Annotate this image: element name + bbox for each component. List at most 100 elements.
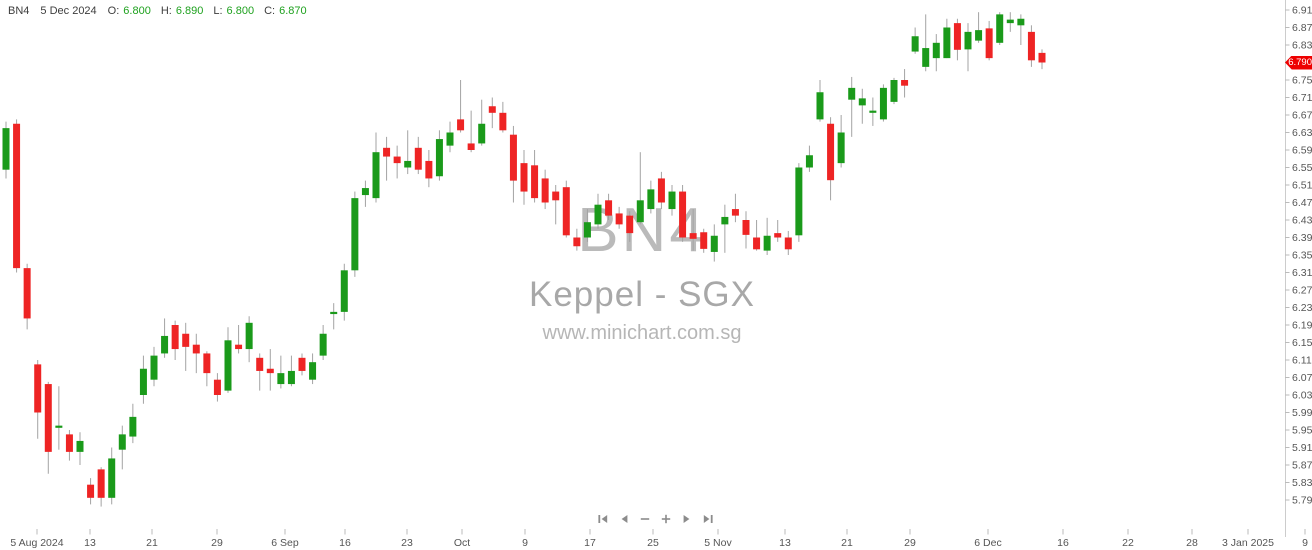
candle[interactable] [795,163,803,242]
candle[interactable] [657,171,665,210]
candle[interactable] [55,386,63,450]
candle[interactable] [520,150,528,205]
candle[interactable] [689,209,697,251]
candle[interactable] [224,327,232,393]
candle[interactable] [975,12,983,43]
candle[interactable] [414,136,422,175]
candle[interactable] [816,80,824,122]
candle[interactable] [425,150,433,188]
candle[interactable] [266,349,274,391]
candle[interactable] [478,99,486,146]
candle[interactable] [372,132,380,203]
candle[interactable] [615,206,623,229]
candle[interactable] [996,12,1004,45]
candle[interactable] [351,191,359,277]
candle[interactable] [774,220,782,242]
candle[interactable] [330,303,338,330]
candle[interactable] [721,204,729,253]
candle[interactable] [943,18,951,59]
candle[interactable] [97,467,105,507]
nav-step-back-button[interactable] [617,511,631,526]
candle[interactable] [361,180,369,207]
nav-skip-start-button[interactable] [596,511,610,526]
candle[interactable] [901,69,909,98]
candle[interactable] [636,152,644,225]
candle[interactable] [922,14,930,72]
candle[interactable] [583,209,591,242]
candle[interactable] [383,136,391,181]
candle[interactable] [309,353,317,385]
candle[interactable] [858,88,866,124]
candle[interactable] [44,381,52,474]
candle[interactable] [488,97,496,129]
candle[interactable] [298,353,306,376]
candle[interactable] [467,110,475,153]
candle[interactable] [446,121,454,153]
candle[interactable] [911,27,919,54]
candle[interactable] [932,34,940,72]
nav-skip-end-button[interactable] [701,511,715,526]
candle[interactable] [213,373,221,402]
candle[interactable] [393,145,401,179]
candle[interactable] [34,360,42,439]
candle[interactable] [340,263,348,321]
candle[interactable] [647,180,655,214]
candle[interactable] [192,333,200,374]
candle[interactable] [848,76,856,137]
candle[interactable] [562,180,570,238]
candle[interactable] [108,447,116,505]
candle[interactable] [87,478,95,505]
candle[interactable] [13,119,21,273]
candle[interactable] [509,125,517,203]
candle[interactable] [245,316,253,363]
candle[interactable] [805,145,813,172]
candle[interactable] [435,130,443,181]
candle[interactable] [129,403,137,444]
candle[interactable] [552,185,560,225]
candle[interactable] [319,325,327,360]
candle[interactable] [700,228,708,253]
candle[interactable] [171,320,179,360]
candle[interactable] [65,430,73,461]
candle[interactable] [573,228,581,251]
candle[interactable] [605,193,613,220]
candle[interactable] [541,169,549,210]
candle[interactable] [161,318,169,358]
candle[interactable] [203,351,211,387]
candle[interactable] [277,355,285,389]
nav-step-forward-button[interactable] [680,511,694,526]
candle[interactable] [953,18,961,61]
candle[interactable] [879,84,887,122]
candle[interactable] [890,77,898,105]
nav-zoom-out-button[interactable] [638,511,652,526]
candle[interactable] [985,20,993,61]
candle[interactable] [679,185,687,242]
candle[interactable] [964,23,972,72]
candle[interactable] [742,211,750,249]
candle[interactable] [1017,14,1025,45]
candle[interactable] [753,220,761,251]
candle[interactable] [23,263,31,330]
candle[interactable] [182,322,190,371]
candle[interactable] [499,101,507,133]
candle[interactable] [710,224,718,262]
candle[interactable] [150,346,158,387]
candle[interactable] [763,217,771,255]
candle[interactable] [457,80,465,133]
candle[interactable] [2,121,10,179]
candle[interactable] [827,117,835,201]
nav-zoom-in-button[interactable] [659,511,673,526]
candle[interactable] [1038,49,1046,70]
candle[interactable] [531,150,539,203]
candle[interactable] [869,97,877,126]
candle[interactable] [256,353,264,391]
candle[interactable] [626,211,634,242]
candle[interactable] [235,325,243,354]
candle[interactable] [1006,12,1014,32]
candle[interactable] [287,355,295,387]
candle[interactable] [1027,25,1035,67]
candle[interactable] [594,193,602,229]
candle[interactable] [139,355,147,404]
candle[interactable] [837,115,845,168]
